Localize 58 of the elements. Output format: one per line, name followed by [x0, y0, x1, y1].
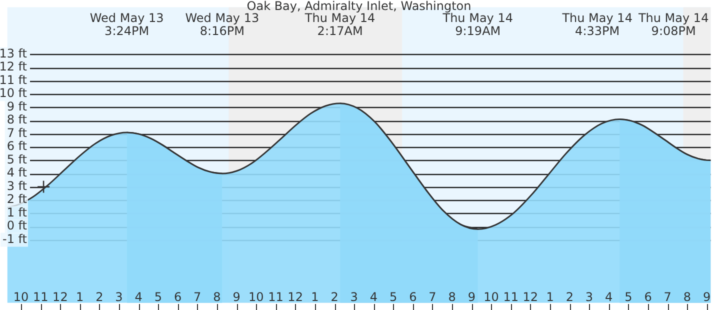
x-tick-label: 3: [350, 290, 358, 304]
x-tick-label: 7: [428, 290, 436, 304]
y-tick-label: 9 ft: [6, 99, 28, 114]
y-tick-label: 7 ft: [6, 126, 28, 140]
annotation: Thu May 14 2:17AM: [304, 11, 376, 38]
x-tick-label: 6: [174, 290, 182, 304]
x-tick-label: 1: [76, 290, 84, 304]
x-tick-label: 11: [268, 290, 284, 304]
y-tick-label: 12 ft: [0, 60, 28, 74]
x-tick-label: 11: [503, 290, 518, 304]
x-tick-label: 6: [409, 290, 417, 304]
x-tick-label: 12: [52, 290, 68, 304]
y-tick-label: 8 ft: [6, 112, 28, 127]
y-tick-label: 1 ft: [6, 205, 28, 220]
annotation: Thu May 14 9:19AM: [442, 11, 513, 38]
x-tick-label: 8: [683, 290, 692, 304]
y-tick-label: 4 ft: [6, 166, 28, 180]
x-tick-label: 8: [448, 290, 456, 304]
y-tick-label: 2 ft: [6, 192, 28, 206]
annotation: Wed May 13 3:24PM: [90, 11, 164, 38]
annotation: Thu May 14 4:33PM: [561, 11, 632, 38]
x-tick-label: 9: [468, 290, 476, 304]
x-tick-label: 8: [213, 290, 221, 304]
x-tick-label: 5: [154, 290, 162, 304]
annotation: Wed May 13 8:16PM: [185, 11, 260, 38]
y-tick-label: 0 ft: [6, 218, 28, 233]
x-tick-label: 12: [288, 290, 303, 304]
x-tick-label: 2: [330, 290, 338, 304]
x-tick-label: 9: [702, 290, 711, 304]
y-tick-label: 6 ft: [6, 139, 28, 154]
x-tick-label: 11: [32, 290, 48, 304]
x-tick-label: 5: [389, 290, 398, 304]
x-tick-label: 10: [13, 290, 29, 304]
x-tick-label: 4: [370, 290, 378, 304]
y-tick-label: 10 ft: [0, 86, 28, 100]
x-tick-label: 7: [664, 290, 672, 304]
x-tick-label: 9: [232, 290, 240, 304]
x-tick-label: 2: [566, 290, 574, 304]
y-tick-label: 5 ft: [6, 152, 28, 166]
y-tick-label: 3 ft: [6, 178, 28, 193]
x-tick-label: 3: [115, 290, 123, 304]
x-tick-label: 3: [585, 290, 594, 304]
x-tick-label: 4: [604, 290, 613, 304]
y-tick-label: 13 ft: [0, 46, 28, 60]
x-tick-label: 1: [311, 290, 319, 304]
y-tick-label: 11 ft: [0, 72, 28, 87]
x-tick-label: 1: [546, 290, 554, 304]
annotation: Thu May 14 9:08PM: [637, 11, 709, 38]
x-tick-label: 10: [248, 290, 264, 304]
chart-title: Oak Bay, Admiralty Inlet, Washington: [246, 0, 472, 14]
x-tick-label: 5: [624, 290, 632, 304]
y-tick-label: -1 ft: [2, 232, 28, 246]
x-tick-label: 4: [134, 290, 142, 304]
x-tick-label: 2: [96, 290, 104, 304]
x-tick-label: 10: [484, 290, 499, 304]
x-tick-label: 7: [194, 290, 202, 304]
x-tick-label: 12: [522, 290, 538, 304]
x-tick-label: 6: [644, 290, 652, 304]
